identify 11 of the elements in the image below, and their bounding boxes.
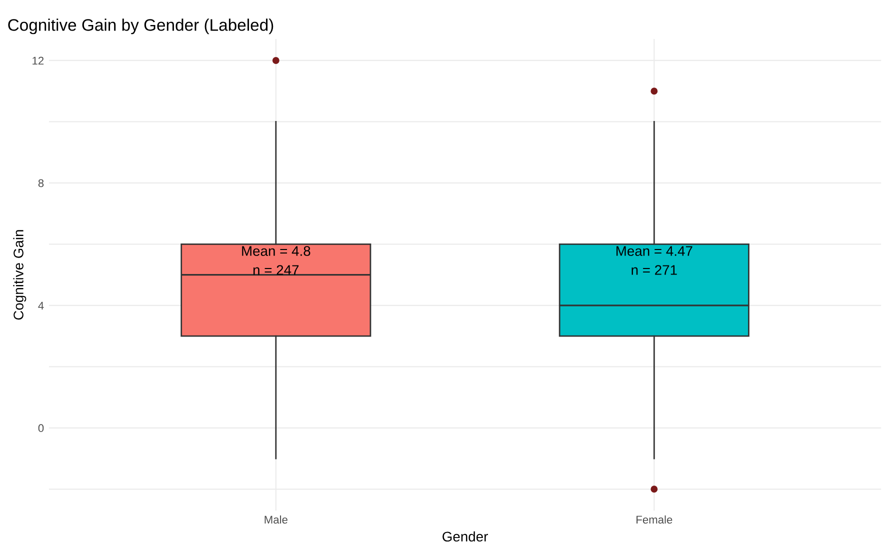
y-tick-label: 8 (38, 179, 44, 188)
annotation: Mean = 4.8 n = 247 (242, 246, 310, 275)
x-tick-label: Male (264, 515, 288, 524)
x-tick-label: Female (636, 515, 672, 524)
annotation: Mean = 4.47 n = 271 (616, 246, 692, 275)
y-axis-title: Cognitive Gain (13, 230, 26, 320)
x-axis-title: Gender (442, 531, 488, 542)
chart-title: Cognitive Gain by Gender (Labeled) (8, 18, 274, 34)
y-tick-label: 4 (38, 302, 44, 310)
y-tick-label: 12 (32, 56, 44, 65)
y-tick-label: 0 (38, 424, 44, 432)
